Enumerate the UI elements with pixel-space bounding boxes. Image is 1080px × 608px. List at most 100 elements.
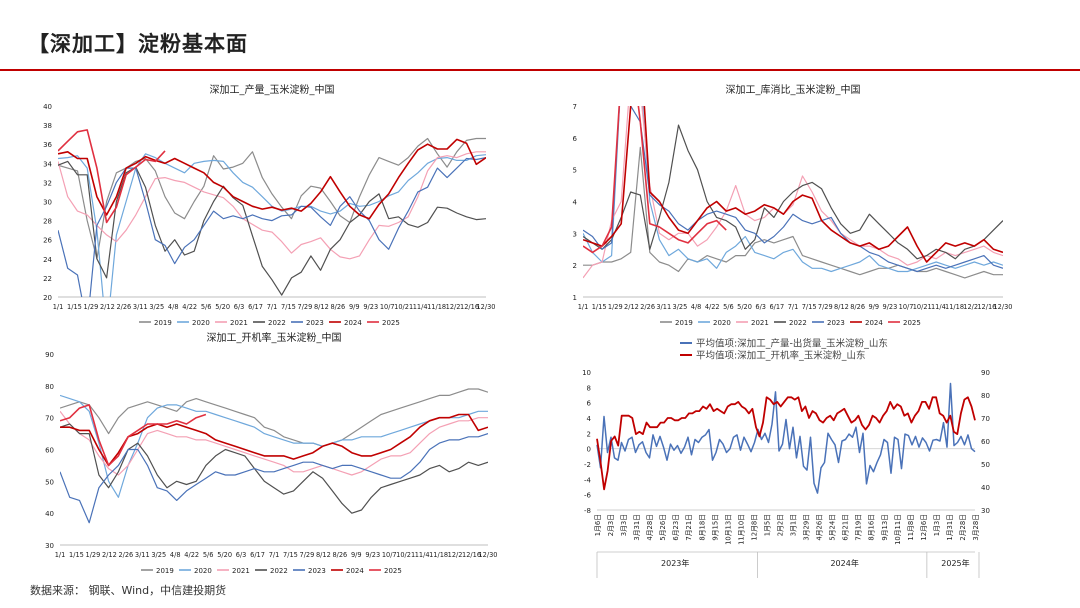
data-source-note: 数据来源： 钢联、Wind，中信建投期货	[30, 584, 227, 597]
x-tick-label: 5/6	[203, 551, 214, 559]
x-tick-label: 6/17	[769, 303, 784, 311]
y-tick-label: 1	[573, 294, 577, 302]
legend-label-2025: 2025	[384, 567, 402, 575]
legend-label-2020: 2020	[713, 319, 731, 327]
y-tick-label: 20	[43, 294, 52, 302]
x-tick-label: 4/8	[168, 303, 179, 311]
legend-label-2022: 2022	[268, 319, 286, 327]
x-tick-label: 7月21日	[685, 514, 693, 541]
x-tick-label: 7/1	[269, 551, 280, 559]
x-tick-label: 9月15日	[711, 514, 719, 541]
y-left-tick-label: -2	[584, 461, 591, 469]
x-tick-label: 2/12	[100, 303, 115, 311]
x-tick-label: 11月10日	[737, 514, 745, 545]
x-tick-label: 1月3日	[933, 514, 941, 536]
x-tick-label: 10/7	[899, 303, 914, 311]
x-tick-label: 11/4	[931, 303, 946, 311]
legend-label-1: 平均值项:深加工_开机率_玉米淀粉_山东	[696, 350, 865, 362]
series-line-2023	[583, 106, 1003, 273]
legend-label-2023: 2023	[308, 567, 326, 575]
x-tick-label: 1/29	[608, 303, 623, 311]
x-tick-label: 1/15	[592, 303, 607, 311]
x-tick-label: 9/9	[351, 551, 362, 559]
x-tick-label: 5/6	[201, 303, 212, 311]
x-tick-label: 3/11	[133, 303, 148, 311]
x-tick-label: 11/4	[413, 303, 428, 311]
x-tick-label: 9/9	[868, 303, 879, 311]
series-line-0	[596, 382, 976, 494]
x-tick-label: 1/15	[69, 551, 84, 559]
plot-area	[583, 106, 1003, 279]
x-tick-label: 8/26	[330, 303, 345, 311]
x-tick-label: 3/11	[656, 303, 671, 311]
x-tick-label: 5月26日	[659, 514, 667, 541]
x-tick-label: 6月21日	[842, 514, 850, 541]
y-left-tick-label: -8	[584, 507, 591, 515]
y-left-tick-label: -4	[584, 476, 592, 484]
series-line-2022	[58, 160, 486, 296]
x-tick-label: 7/29	[300, 551, 315, 559]
x-tick-label: 2月3日	[607, 514, 615, 536]
y-tick-label: 34	[43, 160, 52, 168]
x-tick-label: 4月28日	[646, 514, 654, 541]
x-tick-label: 7/1	[788, 303, 799, 311]
y-tick-label: 30	[45, 542, 54, 550]
x-tick-label: 4/22	[705, 303, 720, 311]
x-tick-label: 9/23	[363, 303, 378, 311]
x-tick-label: 12/16	[460, 303, 479, 311]
x-tick-label: 1/1	[578, 303, 589, 311]
x-tick-label: 11月8日	[907, 514, 915, 541]
series-line-2024	[58, 138, 486, 220]
series-line-2021	[583, 106, 1003, 279]
x-tick-label: 4/22	[182, 303, 197, 311]
x-tick-label: 10/21	[913, 303, 932, 311]
series-line-2022	[60, 423, 488, 514]
y-tick-label: 6	[573, 135, 578, 143]
y-right-tick-label: 70	[981, 415, 990, 423]
y-tick-label: 7	[573, 103, 577, 111]
y-tick-label: 2	[573, 262, 577, 270]
x-tick-label: 12月8日	[750, 514, 758, 541]
y-right-tick-label: 90	[981, 369, 990, 377]
title-rule	[0, 69, 1080, 71]
y-left-tick-label: 6	[587, 400, 592, 408]
x-tick-label: 3/25	[151, 551, 166, 559]
x-tick-label: 11/18	[429, 551, 448, 559]
x-tick-label: 12/2	[446, 303, 461, 311]
y-tick-label: 40	[43, 103, 52, 111]
x-tick-label: 2/12	[102, 551, 117, 559]
x-group-label: 2023年	[661, 558, 689, 568]
x-tick-label: 7/29	[298, 303, 313, 311]
y-tick-label: 36	[43, 141, 52, 149]
series-line-2024	[60, 413, 488, 467]
chart-stock-ratio: 深加工_库消比_玉米淀粉_中国 1 2 3 4 5 6 7 1/1 1/15 1/29 2/12 2/2…	[573, 83, 1013, 327]
y-right-tick-label: 80	[981, 392, 990, 400]
x-tick-label: 8/12	[316, 551, 331, 559]
x-tick-label: 4/8	[691, 303, 702, 311]
y-tick-label: 28	[43, 218, 52, 226]
series-line-2023	[58, 157, 486, 297]
y-tick-label: 30	[43, 199, 52, 207]
x-tick-label: 10/7	[382, 551, 397, 559]
legend-label-2024: 2024	[344, 319, 362, 327]
series-line-2020	[58, 153, 486, 297]
x-tick-label: 9/9	[349, 303, 360, 311]
y-left-tick-label: 4	[587, 415, 592, 423]
x-tick-label: 2月2日	[776, 514, 784, 536]
x-tick-label: 12/2	[448, 551, 463, 559]
y-tick-label: 80	[45, 383, 54, 391]
y-right-tick-label: 30	[981, 507, 990, 515]
x-tick-label: 10/7	[380, 303, 395, 311]
x-tick-label: 2/26	[640, 303, 655, 311]
x-tick-label: 1月6日	[594, 514, 602, 536]
x-tick-label: 10/21	[394, 303, 413, 311]
y-tick-label: 90	[45, 351, 54, 359]
x-tick-label: 2/12	[624, 303, 639, 311]
legend-label-2022: 2022	[270, 567, 288, 575]
x-tick-label: 8/26	[332, 551, 347, 559]
x-tick-label: 8月16日	[868, 514, 876, 541]
y-tick-label: 3	[573, 230, 577, 238]
x-tick-label: 6/3	[234, 303, 245, 311]
series-line-2019	[583, 146, 1003, 279]
x-tick-label: 5月24日	[829, 514, 837, 541]
